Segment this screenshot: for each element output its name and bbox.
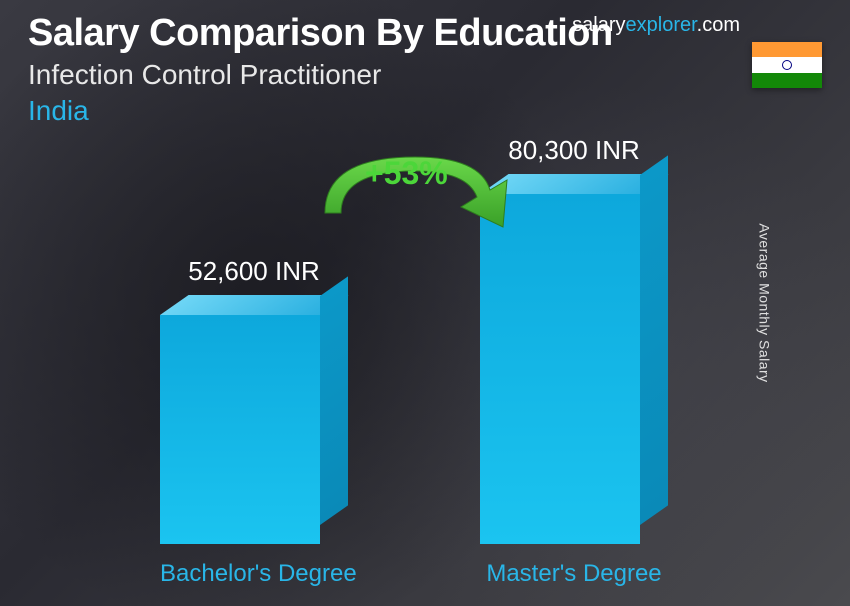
chart-country: India (28, 95, 822, 127)
chart-subtitle: Infection Control Practitioner (28, 59, 822, 91)
flag-white (752, 57, 822, 72)
bar-side-face (320, 276, 348, 525)
y-axis-label: Average Monthly Salary (756, 223, 772, 382)
increase-arrow: +53% (305, 145, 525, 225)
brand-accent: explorer (626, 14, 697, 36)
percent-increase-label: +53% (365, 155, 448, 192)
bar-value-label: 52,600 INR (160, 256, 348, 287)
flag-chakra-icon (782, 60, 792, 70)
bar-side-face (640, 155, 668, 525)
bar-front-face (160, 315, 320, 544)
flag-green (752, 73, 822, 88)
bar-category-label: Bachelor's Degree (160, 560, 348, 588)
india-flag-icon (752, 42, 822, 88)
flag-saffron (752, 42, 822, 57)
bar-3d (480, 194, 640, 544)
brand-suffix: .com (697, 14, 740, 36)
bar-front-face (480, 194, 640, 544)
bar-3d (160, 315, 320, 544)
brand-prefix: salary (572, 14, 625, 36)
brand-logo: salaryexplorer.com (572, 14, 740, 37)
bar-category-label: Master's Degree (480, 560, 668, 588)
